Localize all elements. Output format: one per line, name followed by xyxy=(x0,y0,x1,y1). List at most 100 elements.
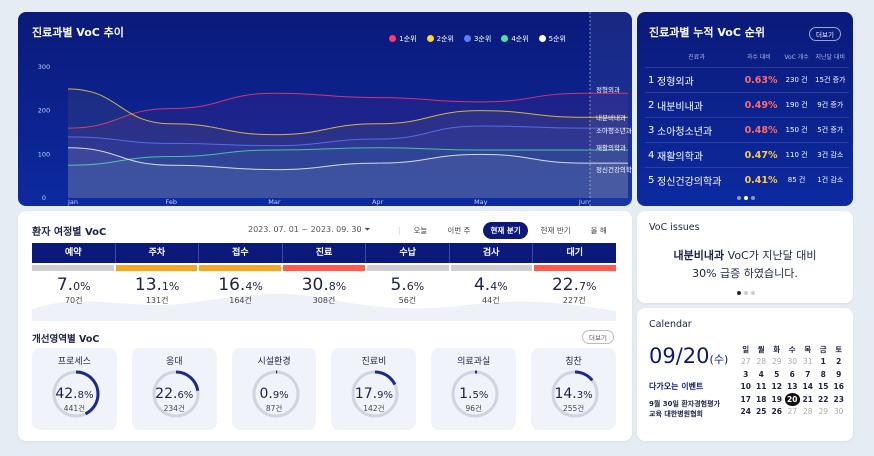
calendar-day[interactable]: 30 xyxy=(833,407,844,417)
journey-step-3[interactable]: 진료 xyxy=(283,243,367,263)
calendar-day[interactable]: 2 xyxy=(836,357,842,367)
improvement-card[interactable]: 의료과실 1.5% 96건 xyxy=(431,348,517,430)
calendar-day[interactable]: 28 xyxy=(802,407,813,417)
calendar-day[interactable]: 22 xyxy=(818,394,829,404)
rank-more-button[interactable]: 더보기 xyxy=(809,27,841,41)
rank-column-header: 과수 대비 xyxy=(746,54,771,61)
calendar-day[interactable]: 18 xyxy=(756,394,767,404)
calendar-day[interactable]: 10 xyxy=(740,382,751,392)
journey-step-bar xyxy=(283,265,365,271)
calendar-day[interactable]: 14 xyxy=(802,382,813,392)
percent-dec: 8% xyxy=(328,280,347,293)
rank-row[interactable]: 4 재활의학과 0.47% 110 건 3건 감소 xyxy=(645,142,849,168)
journey-step-2[interactable]: 접수 xyxy=(199,243,283,263)
calendar-day[interactable]: 26 xyxy=(771,407,782,417)
percent-int: 22. xyxy=(155,386,178,402)
improvement-card[interactable]: 프로세스 42.8% 441건 xyxy=(32,348,117,430)
calendar-day[interactable]: 23 xyxy=(833,394,844,404)
calendar-day[interactable]: 27 xyxy=(787,407,798,417)
calendar-day[interactable]: 7 xyxy=(805,369,811,379)
improvement-name: 칭찬 xyxy=(565,357,582,367)
calendar-day[interactable]: 30 xyxy=(787,357,798,367)
calendar-day[interactable]: 1 xyxy=(820,357,826,367)
rank-row[interactable]: 1 정형외과 0.63% 230 건 15건 증가 xyxy=(645,67,849,93)
percent-int: 14. xyxy=(554,386,577,402)
filter-icon[interactable]: ⏷ xyxy=(364,225,371,234)
calendar-day[interactable]: 28 xyxy=(756,357,767,367)
journey-step-value: 30.8% 308건 xyxy=(282,275,365,306)
percent-dec: 6% xyxy=(177,390,194,401)
journey-percent: 13.1% xyxy=(115,275,198,295)
calendar-day[interactable]: 3 xyxy=(743,369,749,379)
calendar-week: 24 25 26 27 28 29 30 xyxy=(738,406,847,419)
rank-row[interactable]: 2 내분비내과 0.49% 190 건 9건 증가 xyxy=(645,92,849,118)
tab-2[interactable]: 현재 분기 xyxy=(483,222,528,239)
legend-dot-icon xyxy=(463,35,471,42)
calendar-day[interactable]: 20 xyxy=(784,393,800,406)
calendar-day[interactable]: 15 xyxy=(818,382,829,392)
rank-row[interactable]: 5 정신건강의학과 0.41% 85 건 1건 감소 xyxy=(645,167,849,193)
legend-dot-icon xyxy=(426,35,434,42)
rank-pager[interactable] xyxy=(737,196,755,200)
calendar-day[interactable]: 24 xyxy=(740,407,751,417)
series-area xyxy=(68,147,628,198)
tab-4[interactable]: 올 해 xyxy=(590,226,607,235)
journey-step-value: 16.4% 164건 xyxy=(199,275,282,306)
calendar-day[interactable]: 12 xyxy=(771,382,782,392)
series-area xyxy=(68,88,628,198)
percent-int: 16. xyxy=(218,275,246,295)
calendar-day[interactable]: 29 xyxy=(771,357,782,367)
percent-int: 5. xyxy=(390,275,407,295)
journey-step-5[interactable]: 검사 xyxy=(450,243,534,263)
calendar-day[interactable]: 16 xyxy=(833,382,844,392)
rank-row[interactable]: 3 소아청소년과 0.48% 150 건 5건 증가 xyxy=(645,117,849,143)
calendar-day[interactable]: 31 xyxy=(802,357,813,367)
improvement-card[interactable]: 진료비 17.9% 142건 xyxy=(331,348,417,430)
calendar-day[interactable]: 6 xyxy=(789,369,795,379)
improvement-count: 96건 xyxy=(465,404,482,413)
percent-int: 0. xyxy=(259,386,273,402)
improvement-percent: 0.9% xyxy=(232,386,317,402)
rank-column-header: 지난달 대비 xyxy=(815,54,846,61)
date-range[interactable]: 2023. 07. 01 ~ 2023. 09. 30 ⏷ xyxy=(248,225,371,234)
calendar-day[interactable]: 21 xyxy=(802,394,813,404)
journey-count: 44건 xyxy=(482,296,500,305)
calendar-day[interactable]: 29 xyxy=(818,407,829,417)
journey-step-1[interactable]: 주차 xyxy=(116,243,200,263)
journey-step-bar xyxy=(366,265,449,271)
tab-3[interactable]: 현재 반기 xyxy=(540,226,571,235)
rank-count: 110 건 xyxy=(781,142,812,168)
improvement-name: 프로세스 xyxy=(57,357,91,367)
calendar-day[interactable]: 25 xyxy=(756,407,767,417)
improvement-card[interactable]: 칭찬 14.3% 255건 xyxy=(531,348,616,430)
improvement-card[interactable]: 응대 22.6% 234건 xyxy=(131,348,217,430)
journey-step-4[interactable]: 수납 xyxy=(366,243,450,263)
journey-wave xyxy=(32,293,616,321)
y-tick-label: 0 xyxy=(42,194,46,202)
improvement-card[interactable]: 시설환경 0.9% 87건 xyxy=(231,348,317,430)
improvement-more-button[interactable]: 더보기 xyxy=(582,330,614,344)
calendar-day[interactable]: 27 xyxy=(740,357,751,367)
calendar-day[interactable]: 13 xyxy=(787,382,798,392)
journey-step-6[interactable]: 대기 xyxy=(566,248,584,258)
journey-percent: 22.7% xyxy=(533,275,616,295)
progress-ring-fill xyxy=(451,370,499,418)
journey-count: 164건 xyxy=(229,296,252,305)
issue-pager[interactable] xyxy=(737,291,755,295)
rank-number: 3 xyxy=(645,117,657,143)
calendar-day[interactable]: 4 xyxy=(758,369,764,379)
calendar-day[interactable]: 5 xyxy=(774,369,780,379)
calendar-day[interactable]: 8 xyxy=(820,369,826,379)
tab-0[interactable]: 오늘 xyxy=(413,226,428,235)
tab-1[interactable]: 이번 주 xyxy=(447,226,471,235)
legend-label: 4순위 xyxy=(511,35,529,43)
x-tick-label: Apr xyxy=(372,198,384,206)
journey-step-0[interactable]: 예약 xyxy=(32,243,116,263)
calendar-day[interactable]: 9 xyxy=(836,369,842,379)
rank-dept-name: 정신건강의학과 xyxy=(657,167,737,193)
calendar-day[interactable]: 17 xyxy=(740,394,751,404)
calendar-day[interactable]: 11 xyxy=(756,382,767,392)
calendar-day[interactable]: 19 xyxy=(771,394,782,404)
rank-change: 9건 증가 xyxy=(811,92,849,118)
percent-dec: 0% xyxy=(73,280,91,293)
